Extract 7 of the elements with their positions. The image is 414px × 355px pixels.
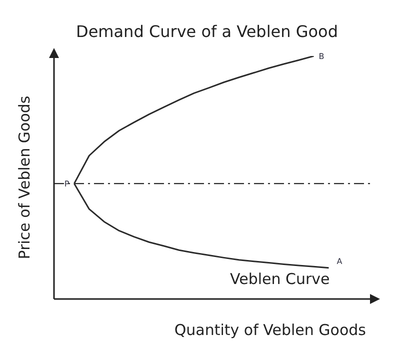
text: A <box>336 256 343 266</box>
annotation: B <box>318 52 324 61</box>
annotation: P <box>64 179 70 188</box>
chart-title: Demand Curve of a Veblen Good <box>75 22 339 41</box>
y-axis-title: Price of Veblen Goods <box>15 96 34 260</box>
x-axis-title: Quantity of Veblen Goods <box>174 321 366 339</box>
annotation: Veblen Curve <box>230 270 330 288</box>
